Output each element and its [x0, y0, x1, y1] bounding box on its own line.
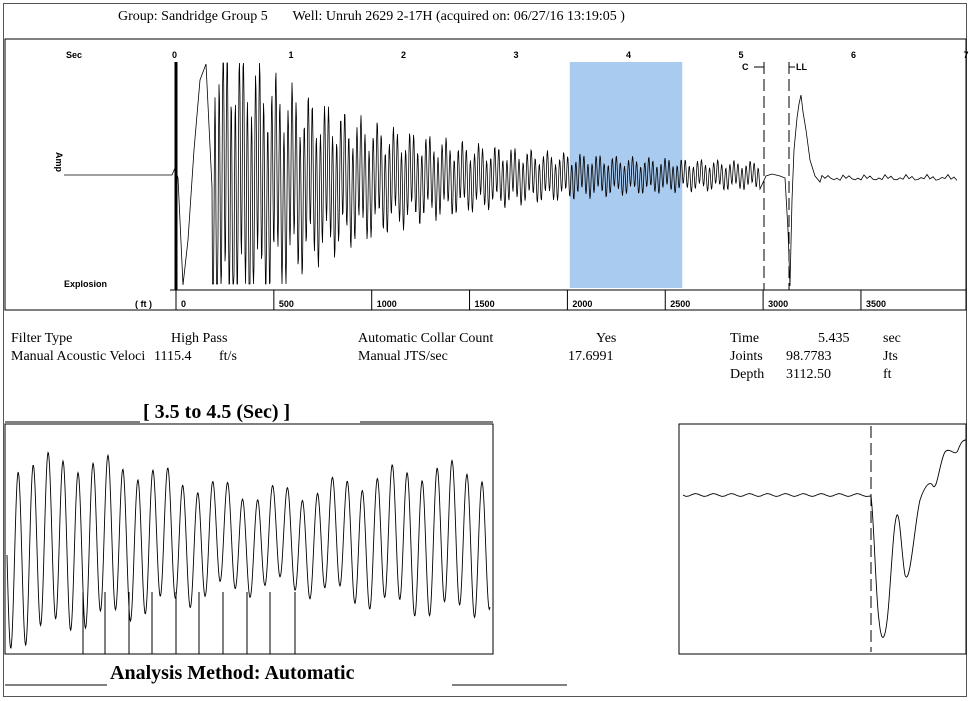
- zoom-chart-border: [4, 423, 494, 655]
- sec-tick-1: 1: [289, 50, 294, 60]
- ft-tick-2000: 2000: [572, 299, 592, 309]
- ft-tick-3000: 3000: [768, 299, 788, 309]
- jts-per-sec-value: 17.6991: [568, 349, 614, 364]
- sec-tick-7: 7: [964, 50, 969, 60]
- depth-label: Depth: [730, 367, 765, 382]
- joints-label: Joints: [730, 349, 763, 364]
- ft-axis-label: ( ft ): [135, 299, 152, 309]
- velocity-unit: ft/s: [219, 349, 237, 364]
- header-line: Group: Sandridge Group 5 Well: Unruh 262…: [118, 9, 625, 25]
- filter-type-value: High Pass: [171, 331, 228, 346]
- sec-tick-0: 0: [172, 50, 177, 60]
- depth-value: 3112.50: [786, 367, 831, 382]
- ll-detail-trace: [682, 439, 967, 638]
- well-label: Well: Unruh 2629 2-17H (acquired on: 06/…: [292, 9, 625, 24]
- sec-tick-3: 3: [514, 50, 519, 60]
- report-frame: [3, 3, 967, 697]
- collar-marker-label: C: [742, 62, 749, 72]
- time-unit: sec: [883, 331, 901, 346]
- sec-tick-labels: 0 1 2 3 4 5 6 7: [172, 50, 969, 60]
- main-acoustic-trace: [64, 62, 958, 287]
- zoom-acoustic-trace: [6, 451, 491, 649]
- group-label: Group: Sandridge Group 5: [118, 9, 268, 24]
- ft-tick-1000: 1000: [377, 299, 397, 309]
- zoom-range-title: [ 3.5 to 4.5 (Sec) ]: [143, 401, 291, 423]
- chart-border: [4, 38, 967, 311]
- sec-axis-label: Sec: [66, 50, 82, 60]
- joints-unit: Jts: [883, 349, 898, 364]
- ft-tick-3500: 3500: [866, 299, 886, 309]
- filter-type-label: Filter Type: [11, 331, 73, 346]
- ft-tick-labels: 0 500 1000 1500 2000 2500 3000 3500: [175, 290, 886, 310]
- explosion-label: Explosion: [64, 279, 107, 289]
- ft-tick-0: 0: [181, 299, 186, 309]
- jts-per-sec-label: Manual JTS/sec: [358, 349, 448, 364]
- sec-tick-4: 4: [626, 50, 631, 60]
- ll-marker-label: LL: [796, 62, 807, 72]
- ll-chart-border: [678, 423, 967, 655]
- depth-unit: ft: [883, 367, 892, 382]
- ft-tick-1500: 1500: [475, 299, 495, 309]
- analysis-method: Analysis Method: Automatic: [110, 662, 355, 684]
- velocity-value: 1115.4: [154, 349, 192, 364]
- ft-tick-2500: 2500: [670, 299, 690, 309]
- velocity-label: Manual Acoustic Veloci: [11, 349, 146, 364]
- time-value: 5.435: [818, 331, 850, 346]
- sec-tick-2: 2: [401, 50, 406, 60]
- zoom-collar-drops: [82, 592, 296, 654]
- sec-tick-5: 5: [739, 50, 744, 60]
- sec-tick-6: 6: [851, 50, 856, 60]
- amplitude-label: Amp: [54, 152, 64, 173]
- joints-value: 98.7783: [786, 349, 832, 364]
- time-label: Time: [730, 331, 760, 346]
- collar-count-label: Automatic Collar Count: [358, 331, 494, 346]
- collar-count-value: Yes: [596, 331, 617, 346]
- ft-tick-500: 500: [279, 299, 294, 309]
